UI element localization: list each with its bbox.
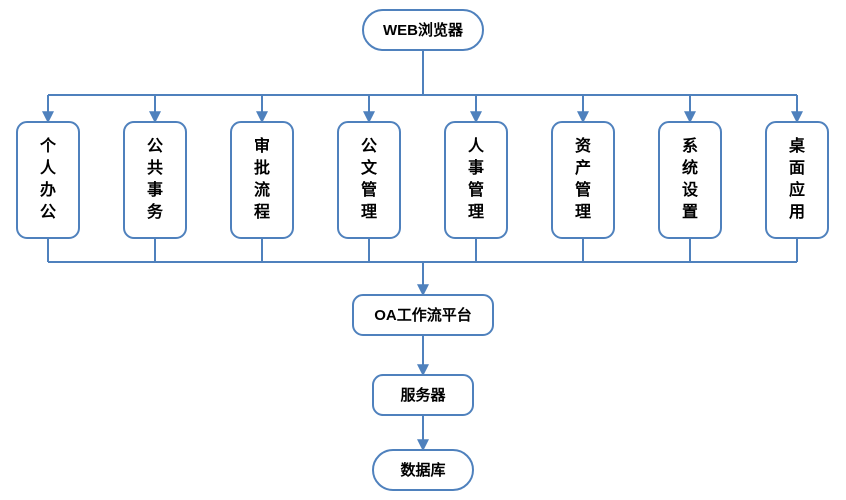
node-db: 数据库 xyxy=(373,450,473,490)
node-label-db: 数据库 xyxy=(400,461,445,479)
node-m5: 人事管理 xyxy=(445,122,507,238)
node-server: 服务器 xyxy=(373,375,473,415)
node-label-oa: OA工作流平台 xyxy=(374,306,472,324)
node-m2: 公共事务 xyxy=(124,122,186,238)
node-m6: 资产管理 xyxy=(552,122,614,238)
node-web: WEB浏览器 xyxy=(363,10,483,50)
node-m8: 桌面应用 xyxy=(766,122,828,238)
node-m4: 公文管理 xyxy=(338,122,400,238)
node-m3: 审批流程 xyxy=(231,122,293,238)
node-oa: OA工作流平台 xyxy=(353,295,493,335)
node-label-web: WEB浏览器 xyxy=(383,21,464,39)
node-label-server: 服务器 xyxy=(400,386,446,404)
node-m7: 系统设置 xyxy=(659,122,721,238)
flowchart-canvas: WEB浏览器个人办公公共事务审批流程公文管理人事管理资产管理系统设置桌面应用 OA… xyxy=(0,0,846,500)
node-m1: 个人办公 xyxy=(17,122,79,238)
